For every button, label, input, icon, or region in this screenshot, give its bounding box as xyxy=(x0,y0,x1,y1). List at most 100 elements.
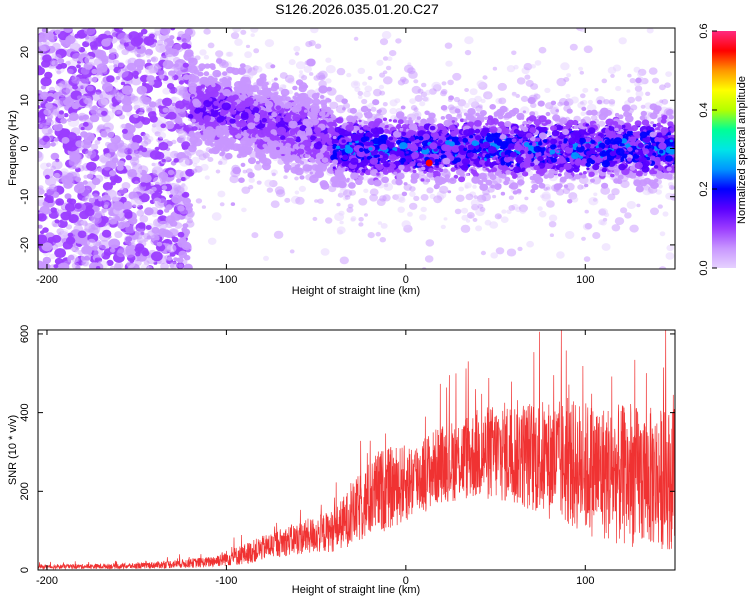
spectrogram-cell xyxy=(662,211,669,217)
spectrogram-cell xyxy=(315,92,320,96)
spectrogram-cell xyxy=(261,117,267,123)
spectrogram-cell xyxy=(525,79,534,87)
spectrogram-cell xyxy=(184,28,193,36)
spectrogram-cell xyxy=(447,79,454,86)
spectrogram-cell xyxy=(50,152,60,161)
spectrogram-cell xyxy=(178,121,185,126)
spectrogram-cell xyxy=(154,28,163,34)
spectrogram-cell xyxy=(184,78,190,84)
spectrogram-cell xyxy=(141,173,152,183)
spectrogram-cell xyxy=(219,152,225,157)
spectrogram-cell xyxy=(157,198,168,207)
spectrogram-cell xyxy=(282,84,287,89)
spectrogram-cell xyxy=(39,41,51,52)
spectrogram-cell xyxy=(167,111,177,120)
spectrogram-cell xyxy=(379,38,389,46)
spectrogram-cell xyxy=(203,133,211,140)
spectrogram-cell xyxy=(102,82,113,93)
spectrogram-cell xyxy=(219,202,225,207)
spectrogram-cell xyxy=(245,98,255,106)
spectrogram-cell xyxy=(288,120,298,129)
spectrogram-cell xyxy=(230,202,236,207)
spectrogram-cell xyxy=(112,59,120,66)
spectrogram-cell xyxy=(143,36,155,46)
spectrogram-cell xyxy=(379,237,386,243)
spectrogram-cell xyxy=(297,148,305,155)
spectrogram-cell xyxy=(513,64,519,70)
spectrogram-cell xyxy=(635,185,644,193)
spectrogram-cell xyxy=(452,72,462,81)
spectrogram-cell xyxy=(615,85,622,92)
spectrogram-cell xyxy=(506,209,512,214)
spectrogram-cell xyxy=(232,101,238,106)
spectrogram-cell xyxy=(456,114,463,120)
spectrogram-cell xyxy=(117,68,129,78)
spectrogram-cell xyxy=(38,95,46,104)
spectrogram-cell xyxy=(299,70,303,74)
spectrogram-cell xyxy=(83,132,95,142)
spectrogram-cell xyxy=(75,257,80,262)
spectrogram-cell xyxy=(114,142,123,150)
spectrogram-cell xyxy=(217,190,226,198)
spectrogram-cell xyxy=(289,249,295,254)
spectrogram-cell xyxy=(325,65,336,74)
spectrogram-cell xyxy=(407,211,413,217)
spectrogram-cell xyxy=(181,141,191,150)
spectrogram-cell xyxy=(465,193,474,201)
spectrogram-cell xyxy=(191,168,198,174)
spectrogram-cell xyxy=(210,109,215,113)
spectrogram-cell xyxy=(506,65,516,73)
spectrogram-cell xyxy=(600,220,607,226)
spectrogram-cell xyxy=(87,238,96,247)
spectrogram-cell xyxy=(42,201,49,207)
spectrogram-cell xyxy=(629,224,639,233)
spectrogram-cell xyxy=(379,90,386,96)
spectrogram-cell xyxy=(235,103,246,112)
spectrogram-cell xyxy=(303,65,312,73)
spectrogram-cell xyxy=(202,152,210,159)
spectrogram-cell xyxy=(38,65,42,71)
spectrogram-cell xyxy=(80,220,86,225)
spectrogram-cell xyxy=(254,163,263,171)
spectrogram-cell xyxy=(614,217,625,226)
spectrogram-cell xyxy=(132,134,143,144)
spectrogram-cell xyxy=(106,259,114,266)
spectrogram-cell xyxy=(55,198,65,206)
spectrogram-cell xyxy=(208,98,213,102)
spectrogram-cell xyxy=(214,143,223,151)
spectrogram-cell xyxy=(82,246,92,255)
spectrogram-cell xyxy=(291,106,300,113)
spectrogram-cell xyxy=(151,186,157,192)
spectrogram-cell xyxy=(397,79,405,86)
spectrogram-cell xyxy=(670,186,675,190)
spectrogram-cell xyxy=(309,117,320,126)
spectrogram-cell xyxy=(187,114,194,119)
spectrogram-cell xyxy=(164,219,171,225)
spectrogram-cell xyxy=(151,251,163,262)
spectrogram-cell xyxy=(370,106,377,112)
spectrogram-cell xyxy=(227,139,235,146)
spectrogram-cell xyxy=(98,239,111,250)
spectrogram-cell xyxy=(295,196,305,205)
spectrogram-cell xyxy=(346,207,354,213)
spectrogram-cell xyxy=(458,186,465,192)
spectrogram-cell xyxy=(480,98,486,104)
spectrogram-cell xyxy=(256,78,264,85)
spectrogram-cell xyxy=(580,93,586,99)
spectrogram-cell xyxy=(179,157,190,167)
spectrogram-cell xyxy=(161,158,166,163)
spectrogram-cell xyxy=(516,77,526,85)
spectrogram-cell xyxy=(299,96,305,102)
spectrogram-cells xyxy=(38,28,675,269)
spectrogram-cell xyxy=(339,220,344,225)
spectrogram-cell xyxy=(41,85,47,90)
spectrogram-cell xyxy=(128,216,138,225)
spectrogram-cell xyxy=(215,58,223,64)
spectrogram-cell xyxy=(114,231,123,239)
spectrogram-cell xyxy=(162,87,171,95)
spectrogram-cell xyxy=(241,207,247,213)
spectrogram-cell xyxy=(228,144,235,150)
spectrogram-cell xyxy=(363,90,371,98)
spectrogram-cell xyxy=(381,176,389,184)
spectrogram-cell xyxy=(78,114,87,122)
